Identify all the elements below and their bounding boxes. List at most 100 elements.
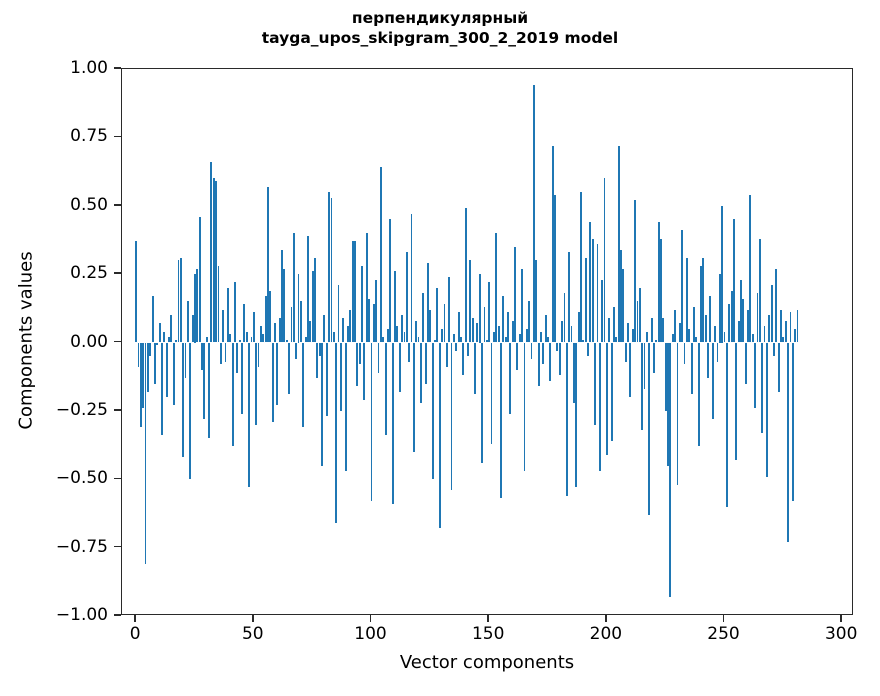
y-tick-label: −1.00 [55, 605, 108, 625]
bar [332, 331, 335, 343]
bar [266, 186, 269, 343]
bar [521, 268, 524, 343]
bar [276, 342, 279, 406]
bar [415, 320, 418, 343]
y-tick-mark [114, 204, 121, 206]
x-tick-mark [252, 615, 254, 622]
bar [318, 342, 321, 357]
bar [231, 342, 234, 447]
bar [198, 216, 201, 343]
bar [384, 342, 387, 436]
bar [631, 328, 634, 343]
bar [530, 342, 533, 359]
y-tick-label: 0.75 [70, 126, 108, 147]
bar [135, 241, 138, 343]
bar [707, 342, 709, 379]
bar [255, 342, 258, 425]
bar [561, 320, 564, 343]
bar [215, 181, 218, 343]
bar [309, 320, 312, 343]
bar [688, 328, 691, 343]
bar [700, 265, 702, 343]
bar [217, 265, 220, 343]
bar [751, 334, 754, 343]
bar [718, 274, 721, 343]
bar [210, 161, 213, 343]
bar [591, 238, 594, 343]
bar [274, 323, 276, 343]
y-tick-mark [114, 272, 121, 274]
x-tick-mark [134, 615, 136, 622]
bar [787, 342, 790, 543]
bar [476, 323, 479, 343]
bar [269, 290, 272, 343]
bar [365, 233, 368, 343]
bar [629, 342, 632, 398]
bar [335, 342, 338, 523]
bar [457, 312, 460, 343]
bar [544, 315, 547, 343]
bar [540, 331, 542, 343]
y-tick-mark [114, 477, 121, 479]
bar [634, 200, 637, 343]
bar [624, 342, 627, 362]
bar [617, 145, 620, 343]
bar [584, 257, 587, 343]
bar [377, 342, 380, 373]
bar [438, 342, 441, 529]
bar [285, 339, 288, 343]
bar [304, 337, 307, 343]
bar [431, 342, 434, 480]
bar [535, 260, 538, 343]
bar [262, 334, 265, 343]
bar [547, 337, 549, 343]
bar [201, 342, 203, 370]
chart-title: перпендикулярный tayga_upos_skipgram_300_… [0, 8, 880, 49]
bar [158, 323, 161, 343]
bar [582, 339, 585, 343]
bar [610, 342, 613, 441]
y-tick-label: −0.25 [55, 399, 108, 420]
bar [674, 309, 677, 343]
x-tick-label: 0 [129, 624, 141, 644]
bar [205, 337, 208, 343]
bar [241, 342, 243, 414]
bar [403, 331, 406, 343]
bar [730, 290, 733, 343]
y-tick-label: 0.00 [70, 331, 108, 352]
bar [657, 222, 660, 343]
bar [307, 235, 309, 343]
bar [702, 257, 705, 343]
bar [733, 219, 735, 343]
bar [297, 274, 300, 343]
bar [372, 304, 375, 343]
bar [229, 334, 232, 343]
bar [507, 312, 509, 343]
bar [137, 342, 140, 368]
y-tick-mark [114, 614, 121, 616]
bar [302, 342, 305, 428]
bar [154, 342, 156, 384]
bar [144, 342, 147, 565]
bar [222, 309, 225, 343]
bar [182, 342, 185, 458]
bar [483, 306, 486, 343]
bar-series-container [122, 69, 852, 614]
bar [568, 252, 571, 343]
bar [146, 342, 149, 392]
bar [608, 317, 611, 343]
bar [177, 260, 180, 343]
bar [165, 342, 168, 398]
bar [328, 192, 331, 343]
bar [194, 274, 196, 343]
bar [681, 230, 684, 343]
bar [782, 337, 785, 343]
bar [744, 342, 747, 384]
bar [525, 328, 528, 343]
bar [660, 238, 662, 343]
bar [151, 296, 154, 343]
bar [311, 271, 314, 343]
bar [248, 342, 251, 488]
bar [542, 342, 545, 365]
